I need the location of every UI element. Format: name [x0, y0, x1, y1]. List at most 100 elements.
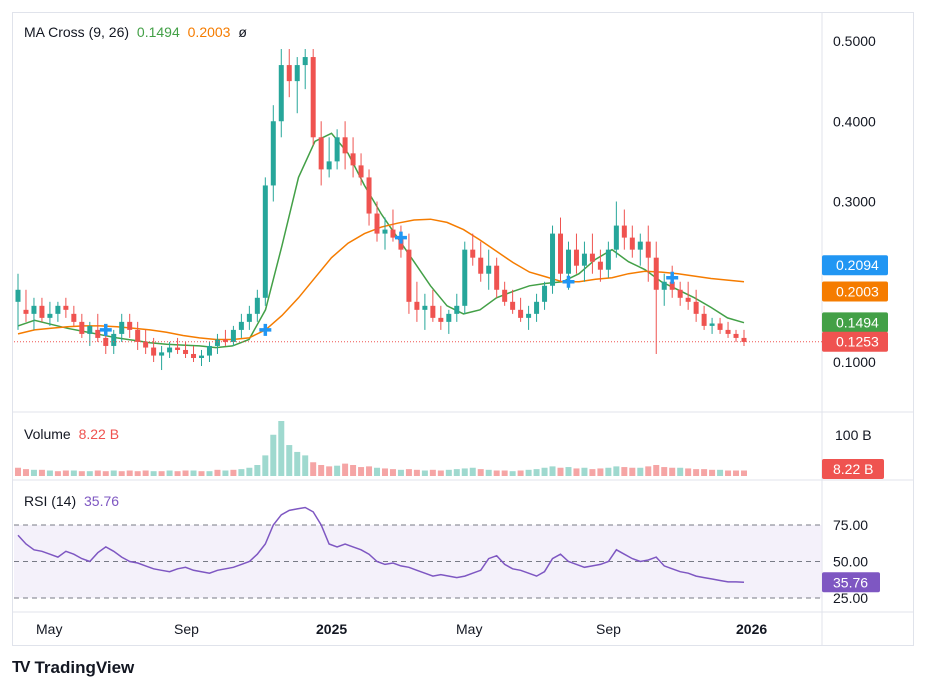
candle-body [326, 161, 332, 170]
volume-bar [126, 470, 133, 476]
time-axis-label: Sep [174, 621, 199, 637]
volume-bar [541, 467, 548, 476]
chart-frame [12, 12, 914, 646]
volume-bar [334, 465, 341, 476]
volume-bar [653, 465, 660, 476]
candle-body [661, 281, 667, 290]
volume-bar [741, 470, 747, 476]
candle-body [717, 323, 723, 330]
volume-legend-value: 8.22 B [78, 426, 120, 442]
price-tag-label: 0.2003 [836, 284, 879, 300]
volume-bar [254, 465, 261, 476]
volume-bar [294, 451, 301, 476]
volume-bar [493, 470, 500, 476]
rsi-axis-tick-label: 50.00 [833, 554, 868, 570]
volume-bar [150, 471, 157, 476]
volume-bar [421, 470, 428, 476]
volume-bar [246, 467, 253, 476]
candle-body [206, 345, 212, 356]
volume-bar [733, 470, 740, 476]
candle-body [637, 241, 643, 250]
volume-bar [701, 469, 708, 476]
rsi-legend-label: RSI (14) [24, 493, 77, 509]
candle-body [254, 297, 260, 314]
candle-body [151, 347, 157, 356]
candle-body [63, 305, 69, 310]
volume-bar [278, 421, 285, 476]
candle-body [677, 289, 683, 298]
volume-bar [302, 455, 309, 476]
ma-slow-line [17, 218, 745, 341]
volume-bar [445, 469, 452, 476]
time-axis-label: May [456, 621, 482, 637]
candle-body [526, 313, 532, 318]
volume-bar [78, 471, 85, 476]
tradingview-logo-icon: TV [12, 659, 31, 676]
ma-hidden-icon[interactable]: ø [238, 24, 247, 40]
volume-bar [469, 467, 476, 476]
price-tag [822, 312, 888, 333]
candle-body [454, 305, 460, 314]
volume-bar [381, 468, 388, 476]
candle-body [39, 305, 45, 318]
ma-legend-label: MA Cross (9, 26) [24, 24, 130, 40]
time-axis-label: Sep [596, 621, 621, 637]
volume-bar [725, 470, 732, 476]
candle-body [302, 57, 308, 66]
volume-bar [318, 465, 325, 476]
candle-body [135, 329, 141, 342]
volume-bar [629, 467, 636, 476]
volume-bar [661, 467, 668, 476]
candle-body [286, 65, 292, 82]
rsi-axis-tick-label: 75.00 [833, 517, 868, 533]
volume-bar [637, 467, 644, 476]
ma-cross-marker-icon [394, 231, 407, 244]
tradingview-logo[interactable]: TV TradingView [12, 658, 134, 678]
volume-bar [206, 471, 213, 476]
candle-body [191, 353, 197, 358]
price-axis-tick-label: 0.3000 [833, 194, 876, 210]
price-tag [822, 281, 888, 302]
candle-body [71, 313, 77, 322]
price-tag-label: 0.2094 [836, 257, 879, 273]
ma-cross-marker-icon [99, 323, 112, 336]
volume-bar [286, 445, 293, 476]
volume-bar [461, 468, 468, 476]
volume-bar [174, 471, 181, 476]
volume-bar [581, 467, 588, 476]
volume-bar [509, 471, 516, 476]
candle-body [741, 337, 747, 342]
candle-body [589, 253, 595, 262]
candle-body [430, 305, 436, 318]
volume-bar [270, 434, 277, 476]
price-tag-label: 0.1494 [836, 314, 879, 330]
volume-bar [613, 466, 620, 476]
candle-body [669, 281, 675, 290]
candle-body [446, 313, 452, 322]
price-axis-tick-label: 0.4000 [833, 113, 876, 129]
candle-body [79, 321, 85, 334]
candle-body [159, 352, 165, 356]
volume-bar [198, 471, 205, 476]
candle-body [342, 137, 348, 154]
volume-bar [621, 467, 628, 476]
volume-bar [669, 467, 676, 476]
candle-body [230, 329, 236, 342]
candle-body [350, 153, 356, 166]
candle-body [693, 301, 699, 314]
volume-bar [573, 468, 580, 476]
price-tag [822, 255, 888, 276]
rsi-tag [822, 572, 880, 593]
candle-body [127, 321, 133, 330]
candle-body [597, 261, 603, 270]
candle-body [398, 237, 404, 250]
price-axis-tick-label: 0.1000 [833, 354, 876, 370]
volume-bar [342, 463, 349, 476]
volume-bar [110, 470, 117, 476]
candle-body [502, 289, 508, 302]
ma-fast-value: 0.1494 [136, 24, 180, 40]
candle-body [278, 65, 284, 122]
volume-bar [230, 469, 237, 476]
time-axis-label: May [36, 621, 62, 637]
